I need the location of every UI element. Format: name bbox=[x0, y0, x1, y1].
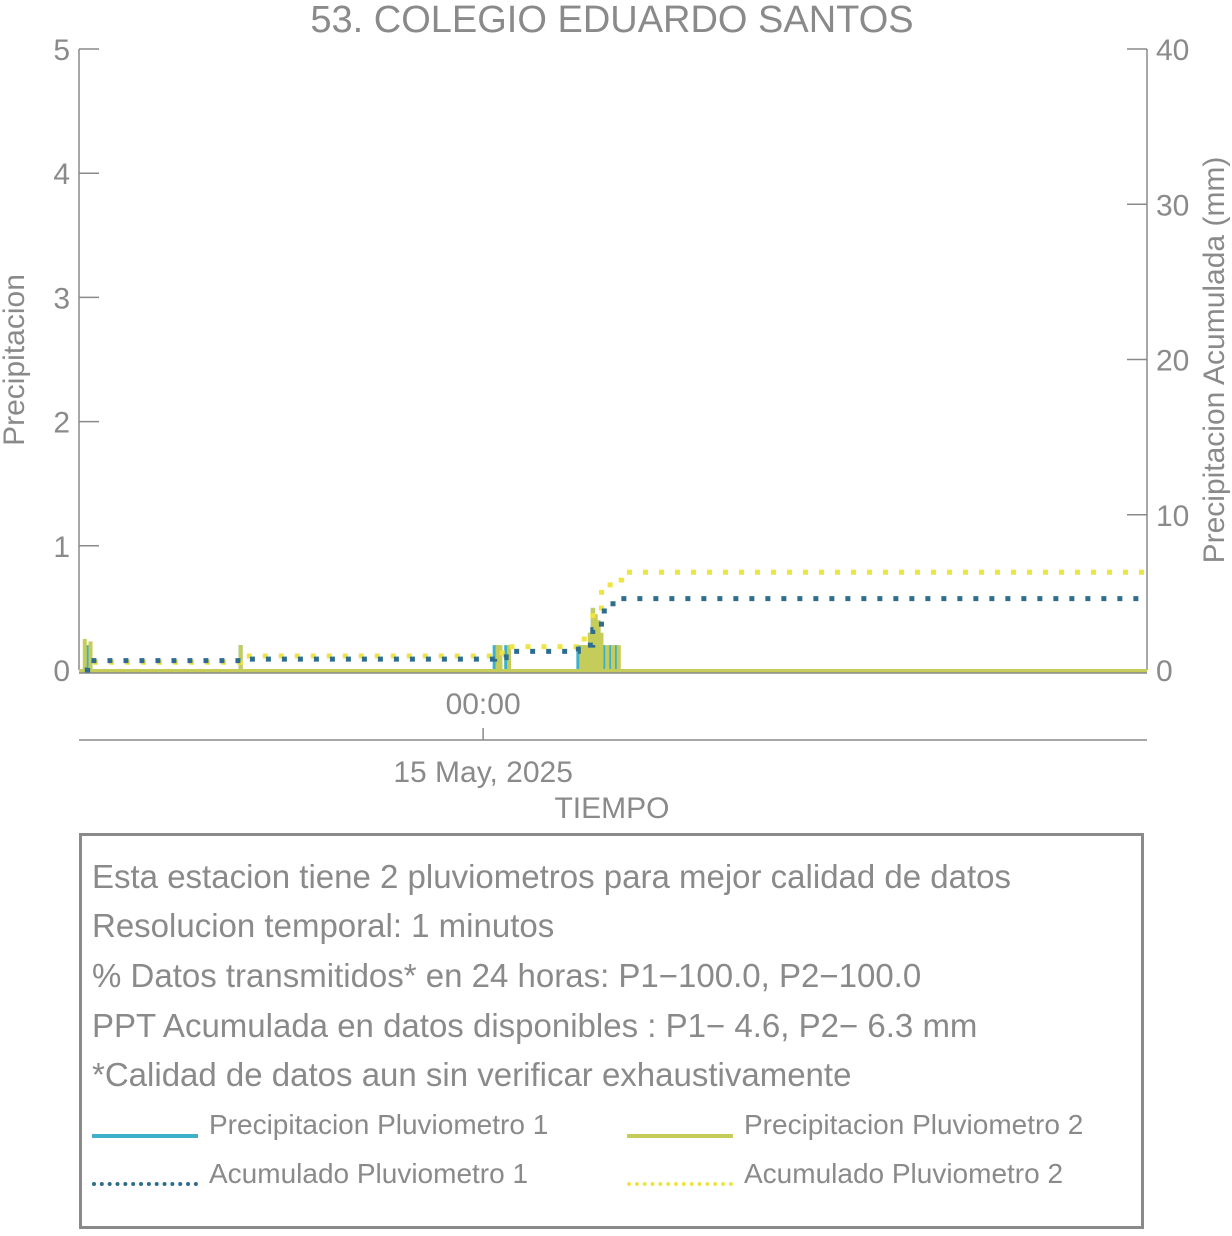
bar-p2 bbox=[611, 645, 615, 670]
bar-p2 bbox=[582, 645, 587, 670]
bar-p2 bbox=[599, 632, 604, 670]
right-y-tick-label: 20 bbox=[1156, 345, 1189, 378]
bar-p2 bbox=[88, 641, 93, 670]
legend-label-p1: Precipitacion Pluviometro 1 bbox=[209, 1109, 549, 1140]
left-y-axis-label: Precipitacion bbox=[0, 274, 31, 446]
bar-p2 bbox=[587, 632, 592, 670]
info-line-quality-note: *Calidad de datos aun sin verificar exha… bbox=[92, 1056, 852, 1093]
bar-p2 bbox=[616, 645, 621, 670]
legend-label-p2: Precipitacion Pluviometro 2 bbox=[744, 1109, 1084, 1140]
left-y-axis: 0 1 2 3 4 5 bbox=[53, 34, 99, 688]
left-y-tick-label: 2 bbox=[53, 407, 70, 440]
bar-p1 bbox=[576, 645, 581, 670]
series-precipitacion-p1 bbox=[85, 607, 618, 670]
legend-swatch-acc1 bbox=[92, 1182, 198, 1186]
bar-p2 bbox=[593, 614, 598, 670]
info-line-accumulated: PPT Acumulada en datos disponibles : P1−… bbox=[92, 1007, 978, 1044]
x-tick-label-date: 15 May, 2025 bbox=[393, 756, 573, 789]
legend-swatch-p2 bbox=[627, 1134, 733, 1138]
bar-p1 bbox=[613, 645, 618, 670]
left-y-tick-label: 1 bbox=[53, 531, 70, 564]
left-y-tick-label: 5 bbox=[53, 34, 70, 67]
right-y-axis-label: Precipitacion Acumulada (mm) bbox=[1198, 157, 1231, 564]
acc-line-p2 bbox=[84, 569, 1147, 673]
bar-p2 bbox=[596, 620, 601, 670]
legend-label-acc2: Acumulado Pluviometro 2 bbox=[744, 1158, 1064, 1189]
bar-p2 bbox=[238, 645, 243, 670]
precipitation-chart: 53. COLEGIO EDUARDO SANTOS 0 1 2 3 4 5 0 10 20 3… bbox=[0, 0, 1231, 825]
bar-p2 bbox=[507, 645, 512, 670]
x-axis-label: TIEMPO bbox=[554, 792, 669, 825]
x-tick-label-time: 00:00 bbox=[446, 688, 521, 721]
bar-p2 bbox=[579, 645, 584, 670]
bar-p2 bbox=[495, 645, 500, 670]
legend-swatch-p1 bbox=[92, 1134, 198, 1138]
right-y-tick-label: 40 bbox=[1156, 34, 1189, 67]
info-box: Esta estacion tiene 2 pluviometros para … bbox=[79, 833, 1144, 1229]
bar-p2 bbox=[585, 645, 590, 670]
legend-swatch-acc2 bbox=[627, 1182, 733, 1186]
legend-label-acc1: Acumulado Pluviometro 1 bbox=[209, 1158, 529, 1189]
bar-p1 bbox=[608, 645, 613, 670]
accumulated-series bbox=[84, 569, 1147, 673]
right-y-tick-label: 0 bbox=[1156, 655, 1173, 688]
chart-title: 53. COLEGIO EDUARDO SANTOS bbox=[310, 0, 913, 41]
acc-line-p1 bbox=[84, 596, 1147, 673]
left-y-tick-label: 4 bbox=[53, 158, 70, 191]
bar-p2 bbox=[605, 645, 610, 670]
bar-p1 bbox=[85, 645, 90, 670]
bar-p1 bbox=[602, 645, 607, 670]
right-y-axis: 0 10 20 30 40 bbox=[1127, 34, 1189, 688]
series-precipitacion-p2 bbox=[79, 607, 1147, 674]
left-y-tick-label: 0 bbox=[53, 655, 70, 688]
bar-p2 bbox=[498, 645, 503, 670]
info-line-resolution: Resolucion temporal: 1 minutos bbox=[92, 907, 555, 944]
info-line-stations: Esta estacion tiene 2 pluviometros para … bbox=[92, 858, 1012, 895]
left-y-tick-label: 3 bbox=[53, 282, 70, 315]
right-y-tick-label: 10 bbox=[1156, 500, 1189, 533]
right-y-tick-label: 30 bbox=[1156, 189, 1189, 222]
bar-p2 bbox=[590, 607, 595, 670]
info-line-transmitted: % Datos transmitidos* en 24 horas: P1−10… bbox=[92, 957, 922, 994]
bar-p2 bbox=[82, 638, 87, 670]
